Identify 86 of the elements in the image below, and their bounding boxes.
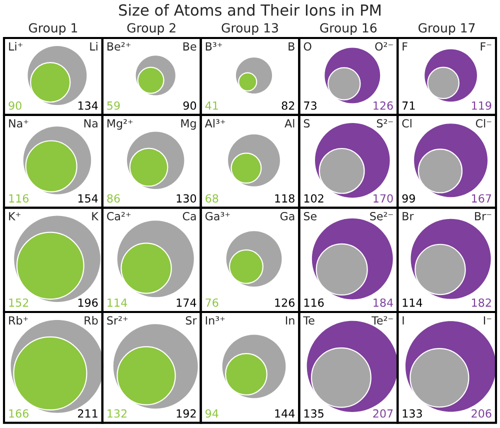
data-label: 166 bbox=[9, 409, 29, 418]
data-label: 152 bbox=[9, 298, 28, 307]
text: Mg²⁺ bbox=[107, 119, 133, 130]
category-label: Group 17 bbox=[418, 23, 475, 35]
text: Rb⁺ bbox=[9, 316, 28, 325]
data-label: 86 bbox=[107, 194, 120, 203]
text: K⁺ bbox=[9, 212, 20, 220]
data-label: 133 bbox=[402, 409, 422, 418]
data-label: 170 bbox=[374, 194, 393, 203]
category-label: Group 2 bbox=[127, 23, 176, 35]
text: Li⁺ bbox=[9, 42, 22, 50]
data-label: 211 bbox=[78, 409, 98, 418]
text: In³⁺ bbox=[206, 316, 225, 324]
text: S²⁻ bbox=[376, 119, 393, 128]
text: Ga³⁺ bbox=[205, 212, 230, 220]
data-label: 130 bbox=[176, 194, 196, 203]
text: Ga bbox=[280, 212, 294, 220]
text: B³⁺ bbox=[206, 42, 222, 50]
text: Size of Atoms and Their Ions in PM bbox=[119, 4, 380, 16]
text: Al bbox=[284, 118, 294, 128]
data-label: 41 bbox=[205, 102, 218, 110]
data-label: 116 bbox=[9, 194, 29, 203]
data-label: 68 bbox=[206, 194, 218, 203]
data-label: 167 bbox=[472, 194, 492, 203]
text: Te bbox=[303, 316, 314, 325]
data-label: 207 bbox=[373, 409, 393, 418]
text: Cl bbox=[402, 118, 412, 128]
text: Te²⁻ bbox=[372, 316, 393, 325]
data-label: 134 bbox=[78, 101, 98, 110]
text: F bbox=[402, 42, 408, 50]
text: In bbox=[286, 316, 294, 324]
data-label: 99 bbox=[402, 194, 415, 203]
data-label: 73 bbox=[304, 101, 316, 110]
data-label: 154 bbox=[78, 194, 98, 203]
data-label: 126 bbox=[275, 298, 294, 307]
text: Ca bbox=[182, 212, 196, 220]
data-label: 135 bbox=[304, 409, 324, 418]
text: I⁻ bbox=[484, 316, 492, 324]
data-label: 196 bbox=[78, 298, 98, 307]
category-label: Group 13 bbox=[222, 23, 278, 35]
data-label: 114 bbox=[108, 298, 127, 307]
text: Sr²⁺ bbox=[107, 316, 128, 325]
text: F⁻ bbox=[480, 42, 492, 50]
data-label: 59 bbox=[107, 101, 120, 110]
text: Sr bbox=[186, 316, 197, 325]
text: Se²⁻ bbox=[370, 212, 393, 220]
text: Al³⁺ bbox=[204, 118, 226, 128]
text: Na bbox=[84, 119, 98, 128]
text: O²⁻ bbox=[375, 42, 393, 51]
text: K bbox=[92, 212, 99, 220]
data-label: 90 bbox=[183, 101, 196, 110]
text: Cl⁻ bbox=[476, 118, 492, 128]
text: Br⁻ bbox=[475, 212, 492, 220]
text: Be²⁺ bbox=[107, 42, 130, 51]
text: Ca²⁺ bbox=[107, 212, 131, 220]
data-label: 102 bbox=[304, 194, 324, 203]
data-label: 206 bbox=[472, 409, 492, 418]
data-label: 76 bbox=[206, 298, 218, 307]
data-label: 94 bbox=[206, 409, 218, 418]
data-label: 126 bbox=[374, 101, 393, 110]
text: I bbox=[402, 316, 404, 324]
text: Be bbox=[183, 42, 196, 51]
data-label: 90 bbox=[8, 101, 22, 110]
data-label: 144 bbox=[275, 409, 295, 418]
data-label: 132 bbox=[108, 409, 126, 418]
data-label: 118 bbox=[275, 194, 294, 203]
text: Na⁺ bbox=[9, 119, 28, 128]
text: B bbox=[288, 42, 294, 50]
data-label: 174 bbox=[176, 298, 196, 307]
text: Rb bbox=[84, 316, 98, 325]
text: Se bbox=[304, 212, 316, 220]
data-label: 71 bbox=[402, 102, 415, 110]
data-label: 184 bbox=[374, 298, 393, 307]
data-label: 192 bbox=[176, 409, 196, 418]
text: Li bbox=[90, 42, 98, 50]
text: Mg bbox=[181, 119, 196, 130]
data-label: 82 bbox=[282, 101, 294, 110]
text: Br bbox=[402, 212, 414, 220]
data-label: 116 bbox=[304, 298, 324, 307]
category-label: Group 1 bbox=[28, 23, 78, 35]
data-label: 182 bbox=[472, 298, 491, 307]
data-label: 119 bbox=[472, 101, 492, 110]
data-label: 114 bbox=[402, 298, 422, 307]
category-label: Group 16 bbox=[320, 23, 377, 35]
text: O bbox=[304, 42, 312, 51]
text: S bbox=[304, 119, 310, 128]
